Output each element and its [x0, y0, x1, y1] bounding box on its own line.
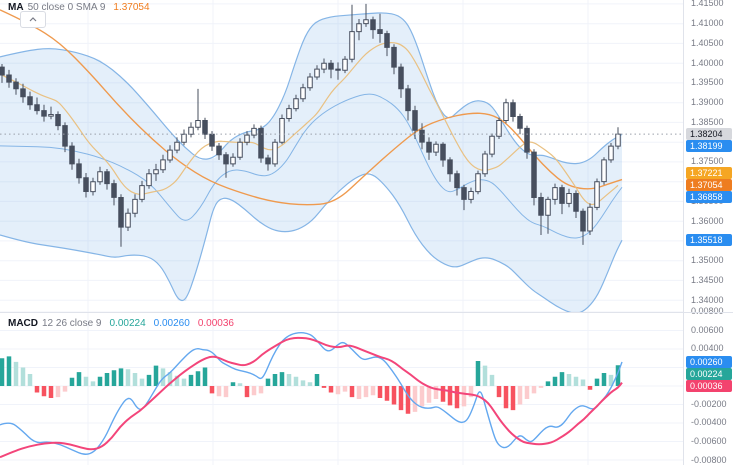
macd-indicator-legend[interactable]: MACD 12 26 close 9 0.00224 0.00260 0.00036 — [8, 318, 234, 329]
macd-signal-line — [0, 336, 623, 459]
bollinger-basis-line — [0, 93, 623, 239]
axis-tick-label: 1.35000 — [691, 255, 724, 266]
price-axis-badge: 1.36858 — [686, 190, 732, 203]
pane-separator[interactable] — [0, 312, 733, 313]
macd-axis-badge: 0.00036 — [686, 379, 732, 392]
axis-tick-label: -0.00400 — [691, 417, 727, 428]
axis-tick-label: 1.36000 — [691, 215, 724, 226]
bollinger-band-fill — [0, 12, 622, 312]
axis-tick-label: 0.00800 — [691, 306, 724, 317]
macd-axis-badge: 0.00260 — [686, 355, 732, 368]
candlestick-series — [0, 3, 621, 247]
macd-histogram-lg — [13, 361, 614, 386]
bollinger-upper-band — [0, 12, 623, 165]
axis-tick-label: -0.00600 — [691, 436, 727, 446]
axis-tick-label: 1.40500 — [691, 37, 724, 48]
collapse-pane-button[interactable] — [20, 11, 46, 28]
macd-signal-value: 0.00036 — [197, 318, 234, 329]
axis-tick-label: -0.00200 — [691, 398, 727, 409]
axis-tick-label: 1.40000 — [691, 57, 724, 68]
price-axis-badge: 1.38199 — [686, 140, 732, 153]
chevron-up-icon — [29, 17, 37, 22]
price-axis-badge: 1.37054 — [686, 178, 732, 191]
ma-indicator-title: MA — [8, 2, 24, 13]
macd-indicator-params: 12 26 close 9 — [42, 318, 102, 329]
ma50-line — [0, 9, 623, 206]
axis-tick-label: 1.41500 — [691, 0, 724, 9]
macd-indicator-title: MACD — [8, 318, 38, 329]
bollinger-lower-band — [0, 173, 623, 312]
axis-tick-label: 1.37500 — [691, 156, 724, 167]
macd-line-value: 0.00260 — [153, 318, 190, 329]
price-indicator-legend[interactable]: MA 50 close 0 SMA 9 1.37054 — [8, 2, 150, 13]
macd-pane[interactable] — [0, 331, 623, 459]
price-axis-badge: 1.37221 — [686, 166, 732, 179]
axis-tick-label: 0.00400 — [691, 343, 724, 354]
axis-tick-label: 1.38500 — [691, 116, 724, 127]
price-axis-badge: 1.38204 — [686, 128, 732, 141]
macd-histogram-value: 0.00224 — [109, 318, 146, 329]
axis-tick-label: 1.39000 — [691, 97, 724, 108]
candle-bodies-down — [0, 19, 586, 232]
sma9-line — [1, 41, 619, 206]
axis-tick-label: 1.34500 — [691, 274, 724, 285]
ma-indicator-value: 1.37054 — [113, 2, 150, 13]
axis-tick-label: 0.00600 — [691, 324, 724, 335]
axis-tick-label: 1.34000 — [691, 294, 724, 305]
price-pane[interactable] — [0, 3, 683, 314]
macd-histogram-dg — [0, 356, 621, 386]
macd-axis-badge: 0.00224 — [686, 367, 732, 380]
ma-indicator-params: 50 close 0 SMA 9 — [27, 2, 106, 13]
axis-tick-label: 1.39500 — [691, 77, 724, 88]
macd-line — [0, 331, 623, 455]
candle-bodies-up — [48, 19, 621, 232]
axis-tick-label: -0.00800 — [691, 454, 727, 465]
price-axis-badge: 1.35518 — [686, 234, 732, 247]
price-axis[interactable]: 1.41500 1.41000 1.40500 1.40000 1.39500 1.390… — [683, 0, 733, 465]
axis-tick-label: 1.41000 — [691, 18, 724, 29]
macd-histogram-lr — [55, 386, 544, 412]
